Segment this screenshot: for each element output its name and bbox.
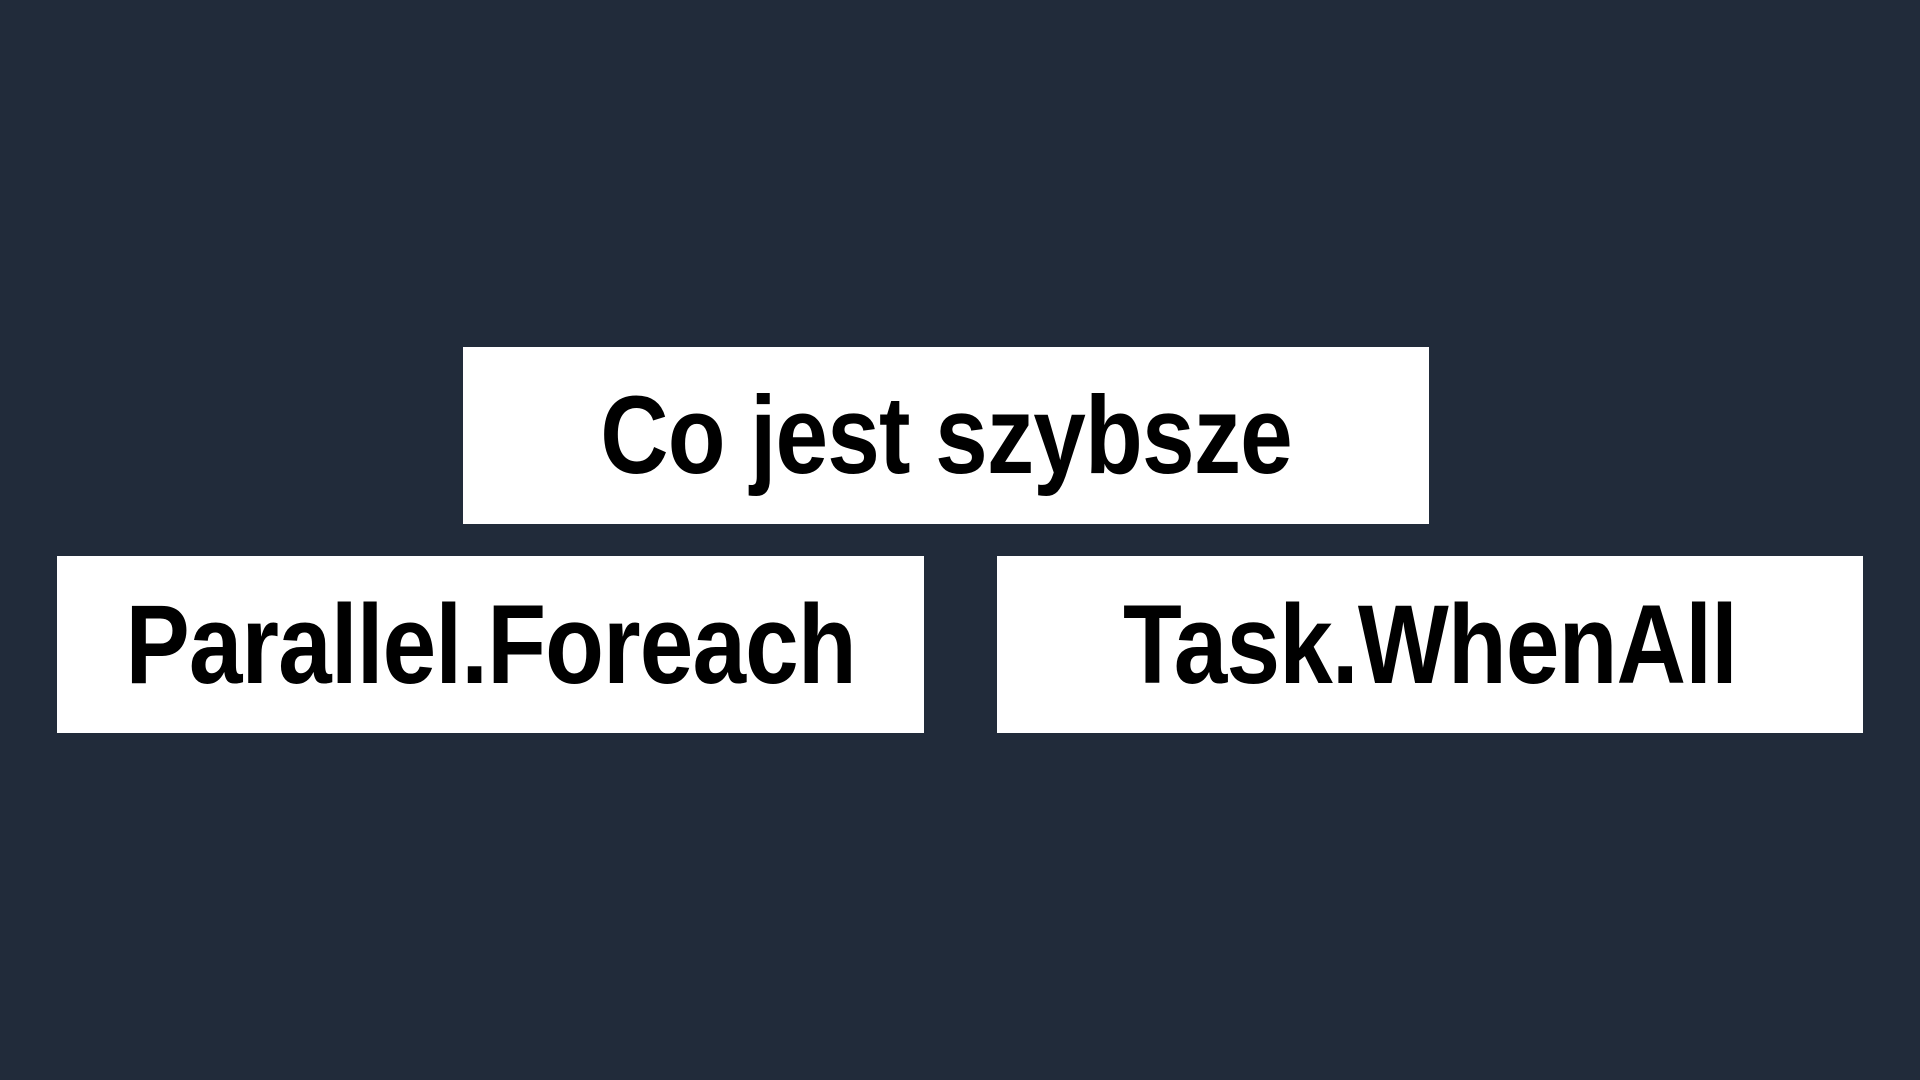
option-label-parallel-foreach: Parallel.Foreach <box>125 582 856 707</box>
question-title: Co jest szybsze <box>600 374 1292 497</box>
option-label-task-whenall: Task.WhenAll <box>1122 582 1738 707</box>
question-box: Co jest szybsze <box>463 347 1429 524</box>
option-box-parallel-foreach: Parallel.Foreach <box>57 556 924 733</box>
option-box-task-whenall: Task.WhenAll <box>997 556 1863 733</box>
